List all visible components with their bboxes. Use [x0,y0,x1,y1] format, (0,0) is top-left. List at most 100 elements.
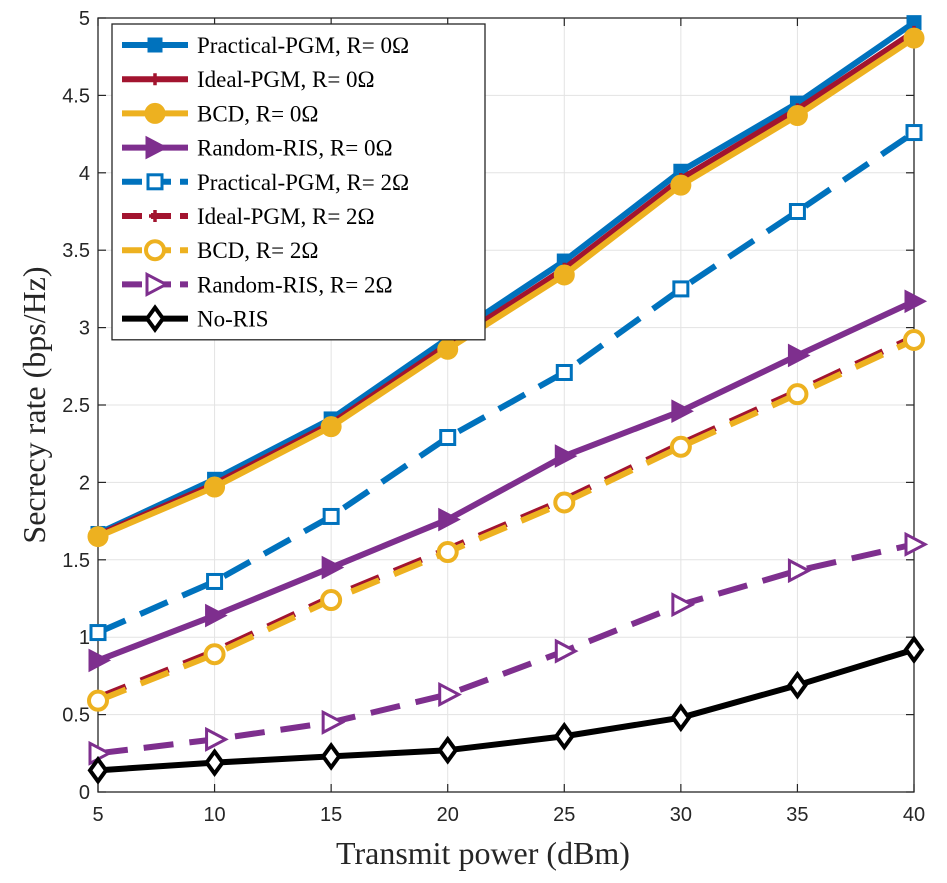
legend-marker [145,271,170,297]
legend-item: No-RIS [122,304,269,334]
data-point [87,689,109,712]
series-4 [88,289,928,673]
series-layer [87,15,929,785]
data-point [203,643,226,666]
legend-item: BCD, R= 0Ω [122,101,318,126]
data-point [437,735,459,765]
legend-item: Practical-PGM, R= 2Ω [122,170,409,195]
y-tick-label: 4 [79,163,90,185]
legend-item: Ideal-PGM, R= 0Ω [122,67,375,92]
legend-label: BCD, R= 0Ω [197,101,318,126]
data-point [554,444,578,468]
data-point [555,363,573,381]
series-9 [87,635,925,785]
legend-marker [146,173,164,191]
x-axis-label: Transmit power (dBm) [336,835,630,871]
data-point [436,541,459,564]
data-point [670,174,692,196]
legend-label: Random-RIS, R= 2Ω [197,272,393,297]
data-point [88,648,112,673]
data-point [786,670,808,700]
data-point [903,635,925,664]
series-8 [88,531,929,766]
data-point [786,383,809,406]
data-point [672,280,690,298]
x-tick-label: 15 [320,804,342,826]
legend-label: No-RIS [197,307,269,332]
data-point [437,338,459,360]
legend-marker [147,37,163,53]
data-point [87,755,109,785]
data-point [671,399,694,424]
data-point [320,741,342,771]
legend-item: Ideal-PGM, R= 2Ω [122,204,375,229]
data-point [320,416,342,438]
y-axis-label: Secrecy rate (bps/Hz) [16,266,52,543]
y-tick-label: 2.5 [62,395,90,417]
data-point [669,435,692,458]
data-point [205,603,228,628]
y-tick-label: 1.5 [62,550,90,572]
data-point [204,748,226,777]
data-point [787,558,812,584]
data-point [554,638,579,664]
data-point [438,507,461,532]
data-point [321,709,346,735]
data-point [670,703,692,733]
data-point [438,681,462,707]
legend-item: Practical-PGM, R= 0Ω [122,33,409,58]
data-point [671,592,696,618]
data-point [87,526,109,548]
data-point [903,328,925,351]
series-line [96,130,916,636]
data-point [787,343,811,368]
legend-label: Practical-PGM, R= 2Ω [197,170,409,195]
axis-ticks: 5 10 15 20 25 30 35 40 0 0.5 1 1.5 2 2.5 3 3.5 4 4.5 5 [62,8,925,826]
x-tick-label: 20 [437,804,459,826]
y-tick-label: 3 [79,318,90,340]
data-point [905,124,923,142]
y-tick-label: 3.5 [62,240,90,262]
series-7 [87,328,925,712]
legend-label: Ideal-PGM, R= 0Ω [197,67,375,92]
legend-label: Practical-PGM, R= 0Ω [197,33,409,58]
x-tick-label: 40 [903,804,925,826]
legend-marker [149,73,161,86]
series-line [96,35,916,540]
y-tick-label: 5 [79,8,90,30]
data-point [321,555,345,580]
y-tick-label: 0.5 [62,705,90,727]
legend-item: BCD, R= 2Ω [122,238,318,263]
data-point [904,289,928,314]
series-3 [87,27,925,548]
data-point [553,721,575,751]
x-tick-label: 30 [670,804,692,826]
series-5 [89,124,923,642]
series-line [96,20,916,537]
data-point [322,507,340,525]
series-line [96,298,916,664]
y-tick-label: 0 [79,782,90,804]
y-tick-label: 2 [79,472,90,494]
data-point [553,491,576,514]
series-line [97,646,915,774]
legend-marker [144,239,166,262]
y-tick-label: 1 [79,627,90,649]
x-tick-label: 35 [786,804,808,826]
data-point [788,203,806,220]
y-tick-label: 4.5 [62,85,90,107]
series-line [96,337,916,704]
data-point [786,105,808,127]
legend-item: Random-RIS, R= 0Ω [122,136,393,161]
data-point [903,27,925,49]
data-point [206,572,224,590]
data-point [320,589,343,612]
data-point [553,264,575,286]
legend-marker [145,135,169,160]
legend-marker [149,210,161,222]
x-tick-label: 10 [203,804,225,826]
data-point [204,476,226,498]
legend-label: BCD, R= 2Ω [197,238,318,263]
